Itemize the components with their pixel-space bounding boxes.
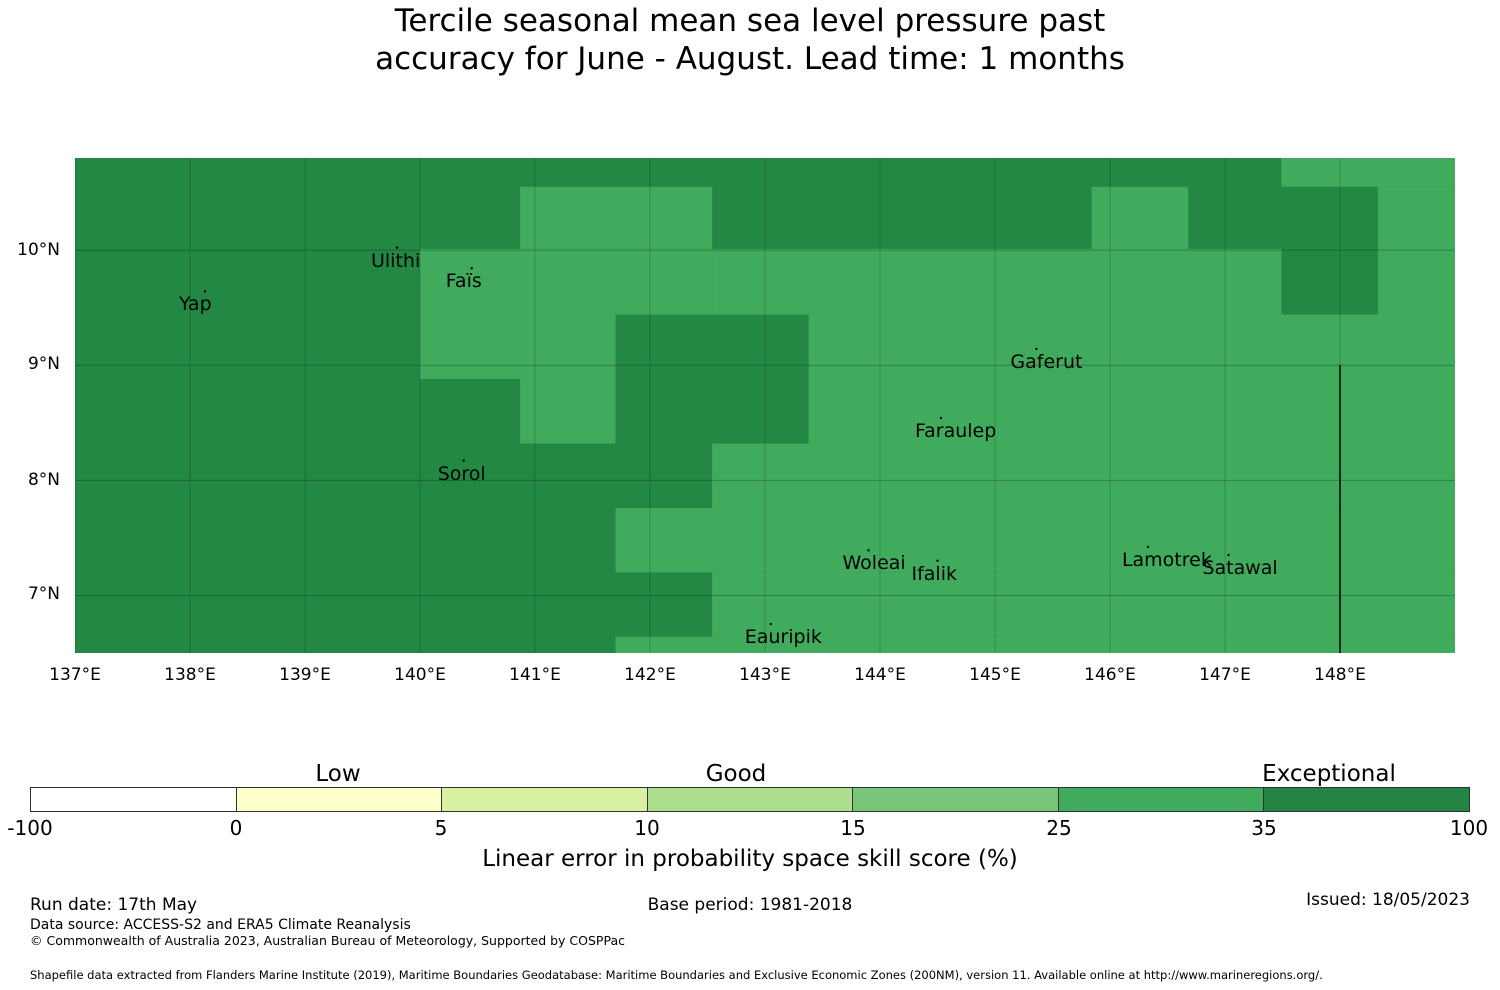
skill-cell bbox=[615, 248, 713, 315]
data-source: Data source: ACCESS-S2 and ERA5 Climate … bbox=[30, 917, 411, 933]
place-label: Yap bbox=[178, 293, 212, 316]
lon-tick: 146°E bbox=[1084, 665, 1136, 685]
colorbar-tick: 25 bbox=[1046, 816, 1072, 840]
place-label: Sorol bbox=[437, 462, 486, 485]
colorbar-tick: 100 bbox=[1449, 816, 1489, 840]
skill-cell bbox=[1281, 248, 1378, 315]
lat-tick: 10°N bbox=[17, 240, 60, 260]
colorbar-tick: 15 bbox=[840, 816, 866, 840]
place-label: Satawal bbox=[1202, 556, 1278, 579]
run-date: Run date: 17th May bbox=[30, 895, 198, 915]
island-marker bbox=[1227, 553, 1230, 557]
skill-cell bbox=[712, 443, 1455, 508]
colorbar-segment bbox=[31, 788, 237, 811]
colorbar-tick: 5 bbox=[434, 816, 448, 840]
island-marker bbox=[1146, 545, 1150, 549]
colorbar-tick: 10 bbox=[634, 816, 660, 840]
skill-cell bbox=[520, 379, 616, 444]
lat-tick: 9°N bbox=[27, 354, 60, 374]
skill-cell bbox=[1091, 186, 1189, 249]
island-marker bbox=[1035, 347, 1038, 351]
place-label: Ulithi bbox=[371, 249, 421, 272]
skill-cell bbox=[808, 314, 1455, 444]
island-marker bbox=[462, 459, 465, 462]
island-marker bbox=[395, 246, 399, 249]
island-marker bbox=[769, 622, 772, 626]
place-label: Gaferut bbox=[1010, 350, 1083, 373]
category-good: Good bbox=[705, 761, 767, 787]
place-label: Ifalik bbox=[911, 562, 958, 585]
lat-tick: 8°N bbox=[27, 470, 60, 490]
lon-tick: 139°E bbox=[279, 665, 331, 685]
title-line-1: Tercile seasonal mean sea level pressure… bbox=[394, 3, 1106, 39]
lon-tick: 145°E bbox=[969, 665, 1021, 685]
lon-tick: 143°E bbox=[739, 665, 791, 685]
base-period: Base period: 1981-2018 bbox=[647, 895, 853, 915]
skill-cell bbox=[520, 186, 713, 249]
colorbar bbox=[30, 787, 1470, 812]
skill-cell bbox=[615, 507, 1455, 573]
island-marker bbox=[867, 549, 870, 552]
lon-tick: 137°E bbox=[49, 665, 101, 685]
colorbar-segment bbox=[1058, 788, 1265, 811]
colorbar-tick: 0 bbox=[229, 816, 243, 840]
skill-map bbox=[75, 158, 1455, 653]
colorbar-segment bbox=[647, 788, 854, 811]
category-exceptional: Exceptional bbox=[1262, 761, 1396, 787]
colorbar-segment bbox=[853, 788, 1059, 811]
place-label: Woleai bbox=[842, 552, 906, 575]
copyright: © Commonwealth of Australia 2023, Austra… bbox=[30, 933, 625, 948]
title-line-2: accuracy for June - August. Lead time: 1… bbox=[375, 41, 1125, 77]
category-low: Low bbox=[315, 761, 361, 787]
lon-tick: 144°E bbox=[854, 665, 906, 685]
issued-date: Issued: 18/05/2023 bbox=[1306, 890, 1470, 910]
lon-tick: 148°E bbox=[1314, 665, 1366, 685]
island-marker bbox=[203, 290, 207, 293]
colorbar-tick: 35 bbox=[1251, 816, 1277, 840]
colorbar-label: Linear error in probability space skill … bbox=[482, 846, 1018, 872]
skill-cell bbox=[712, 572, 1455, 637]
shapefile-credit: Shapefile data extracted from Flanders M… bbox=[30, 968, 1323, 982]
skill-cell bbox=[420, 248, 616, 380]
map-canvas bbox=[75, 158, 1455, 653]
colorbar-segment bbox=[1264, 788, 1470, 811]
lon-tick: 141°E bbox=[509, 665, 561, 685]
place-label: Faraulep bbox=[914, 419, 997, 442]
lon-tick: 147°E bbox=[1199, 665, 1251, 685]
colorbar-segment bbox=[442, 788, 648, 811]
skill-cell bbox=[1281, 158, 1455, 187]
place-label: Faïs bbox=[445, 270, 482, 293]
island-marker bbox=[470, 267, 473, 270]
lat-tick: 7°N bbox=[27, 584, 60, 604]
lon-tick: 138°E bbox=[164, 665, 216, 685]
colorbar-tick: -100 bbox=[7, 816, 53, 840]
map-title: Tercile seasonal mean sea level pressure… bbox=[0, 2, 1500, 78]
place-label: Eauripik bbox=[744, 626, 822, 649]
lon-tick: 142°E bbox=[624, 665, 676, 685]
island-marker bbox=[939, 416, 943, 420]
place-label: Lamotrek bbox=[1121, 548, 1212, 571]
skill-cell bbox=[615, 636, 1455, 653]
lon-tick: 140°E bbox=[394, 665, 446, 685]
colorbar-segment bbox=[236, 788, 443, 811]
skill-cell bbox=[1377, 186, 1455, 249]
island-marker bbox=[936, 559, 939, 562]
